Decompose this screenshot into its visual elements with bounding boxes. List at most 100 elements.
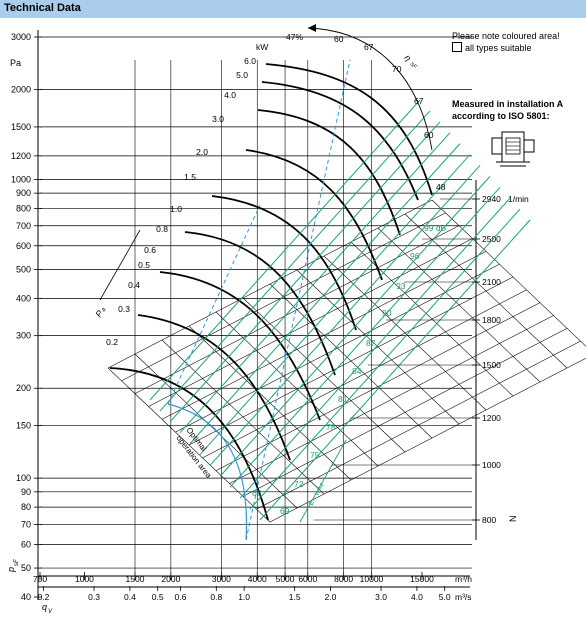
installation-note: Measured in installation A according to … [452,98,584,122]
x2-unit-label: m³/s [455,592,472,602]
x-tick-label: 4000 [248,574,267,584]
power-axis-arrow [99,229,141,301]
power-label: 0.5 [138,260,150,270]
sound-label: 93 [396,281,406,291]
optimal-curve [167,403,248,541]
x-tick-label: 700 [33,574,47,584]
installation-line-2: according to ISO 5801: [452,111,550,121]
power-label: 1.5 [184,172,196,182]
y-tick-label: 400 [16,293,31,303]
fan-curve [265,63,433,196]
grid-line-pressure [242,297,406,453]
x-tick-label: 1500 [126,574,145,584]
optimal-dashed-line [167,204,261,405]
page-title: Technical Data [4,2,81,14]
x2-tick-label: 0.2 [38,592,50,602]
y-tick-label: 3000 [11,32,31,42]
sound-line [159,110,431,412]
grid-line-pressure [404,213,568,369]
fan-performance-chart: 3000 2000 1500 1200 1000 900 800 700 600 500 400 30… [6,24,586,615]
x2-tick-label: 2.0 [325,592,337,602]
efficiency-label: 47% [286,32,303,42]
efficiency-arrow-icon [308,24,316,32]
note-suitable-row: all types suitable [452,42,582,54]
power-label: 2.0 [196,147,208,157]
speed-symbol: N [508,516,518,523]
installation-line-1: Measured in installation A [452,99,564,109]
efficiency-label: 60 [334,34,344,44]
power-label: 0.2 [106,337,118,347]
x-tick-label: 15000 [410,574,434,584]
efficiency-symbol-sub: sF [409,61,418,70]
x2-tick-label: 0.3 [88,592,100,602]
x2-tick-label: 3.0 [375,592,387,602]
y-tick-label: 1200 [11,151,31,161]
speed-tick-label: 2100 [482,277,501,287]
x-tick-label: 10000 [360,574,384,584]
x-tick-label: 5000 [276,574,295,584]
sound-line [189,143,461,444]
x2-tick-label: 4.0 [411,592,423,602]
fan-curve [245,149,383,281]
fan-curve [211,195,357,331]
sound-line [259,219,531,521]
fan-installation-icon [491,131,535,167]
sound-label: 96 [410,251,420,261]
sound-label: 99 dB [424,223,447,233]
grid-line-pressure [296,269,460,425]
sound-label: 69 [280,506,290,516]
grid-line-pressure [215,311,379,467]
grid-line-pressure [431,199,586,347]
y-tick-label: 500 [16,264,31,274]
y-tick-label: 700 [16,221,31,231]
y-tick-label: 1000 [11,174,31,184]
efficiency-arc [307,27,433,151]
efficiency-label: 67 [414,96,424,106]
y-tick-label: 150 [16,421,31,431]
y-tick-label: 90 [21,487,31,497]
power-unit-label: kW [256,42,268,52]
speed-tick-label: 2940 [482,194,501,204]
y-tick-label: 2000 [11,85,31,95]
power-label: 6.0 [244,56,256,66]
y-tick-label: 200 [16,383,31,393]
x-tick-label: 6000 [298,574,317,584]
sound-label: 72 [294,479,304,489]
y-tick-label: 50 [21,563,31,573]
fan-curve [159,271,321,421]
x-tick-label: 8000 [334,574,353,584]
sound-line [179,132,451,434]
sound-line [169,121,441,423]
y-tick-label: 60 [21,539,31,549]
coloured-area-note: Please note coloured area! all types sui… [452,30,582,54]
x-axis-label: q [42,602,47,612]
speed-unit-label: 1/min [508,194,529,204]
speed-tick-label: 800 [482,515,496,525]
fan-curve [137,314,291,461]
x2-tick-label: 0.8 [210,592,222,602]
grid-line-pressure [377,227,541,383]
y-tick-label: 1500 [11,122,31,132]
sound-label: 78 [326,422,336,432]
x2-tick-label: 0.5 [152,592,164,602]
x-tick-label: 3000 [212,574,231,584]
power-label: 1.0 [170,204,182,214]
sound-label: 90 [382,308,392,318]
x2-tick-label: 5.0 [439,592,451,602]
power-label: 4.0 [224,90,236,100]
power-axis-symbol-sub: a [101,306,108,313]
x2-tick-label: 1.0 [238,592,250,602]
power-axis-symbol: P [93,308,105,319]
y-tick-label: 900 [16,188,31,198]
y-tick-label: 800 [16,203,31,213]
speed-tick-label: 1000 [482,460,501,470]
y-tick-label: 40 [21,592,31,602]
power-label: 5.0 [236,70,248,80]
grid-line-pressure [188,325,352,481]
sound-symbol-sub: WA4 [314,482,326,497]
power-label: 0.8 [156,224,168,234]
speed-tick-label: 1800 [482,315,501,325]
x2-tick-label: 0.6 [175,592,187,602]
grid-line-pressure [269,283,433,439]
sound-label: 66 [252,488,262,498]
